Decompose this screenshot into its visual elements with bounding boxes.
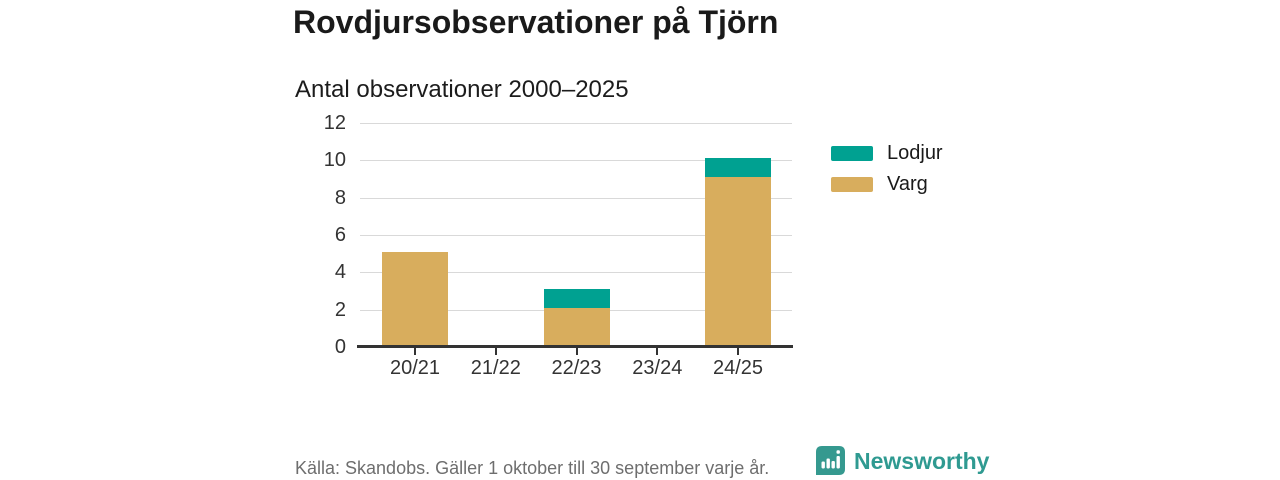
bar-segment-varg-22-23 bbox=[543, 307, 610, 345]
y-axis-tick-label: 0 bbox=[334, 336, 346, 358]
source-note: Källa: Skandobs. Gäller 1 oktober till 3… bbox=[295, 458, 770, 478]
y-axis-tick-label: 2 bbox=[334, 298, 346, 321]
gridline bbox=[360, 197, 792, 199]
legend-label: Varg bbox=[887, 173, 928, 195]
y-axis-tick-label: 6 bbox=[334, 224, 346, 246]
newsworthy-logo-icon bbox=[816, 446, 845, 475]
bar-segment-lodjur-22-23 bbox=[543, 289, 610, 308]
x-axis-tick bbox=[656, 348, 659, 355]
x-axis-tick-label: 21/22 bbox=[470, 357, 521, 379]
x-axis-tick bbox=[494, 348, 497, 355]
gridline bbox=[360, 123, 792, 124]
newsworthy-logo: Newsworthy bbox=[814, 444, 989, 478]
x-axis-tick-label: 20/21 bbox=[389, 357, 441, 379]
x-axis-tick bbox=[737, 348, 739, 355]
x-axis-tick bbox=[575, 348, 578, 355]
bar-segment-lodjur-24-25 bbox=[705, 158, 771, 177]
x-axis-tick-label: 24/25 bbox=[712, 357, 764, 379]
x-axis-line bbox=[357, 345, 793, 348]
bar-segment-varg-24-25 bbox=[705, 177, 771, 345]
bar-segment-varg-20-21 bbox=[382, 251, 448, 345]
legend-swatch-varg bbox=[831, 177, 873, 192]
legend-item-varg: Varg bbox=[831, 173, 943, 195]
x-axis-tick-label: 22/23 bbox=[551, 357, 602, 379]
legend-item-lodjur: Lodjur bbox=[831, 142, 943, 164]
x-axis-tick bbox=[414, 348, 416, 355]
chart-subtitle: Antal observationer 2000–2025 bbox=[295, 76, 629, 103]
legend-swatch-lodjur bbox=[831, 146, 873, 161]
page-title: Rovdjursobservationer på Tjörn bbox=[293, 4, 779, 40]
y-axis-tick-label: 12 bbox=[323, 112, 346, 134]
gridline bbox=[360, 272, 792, 274]
y-axis-tick-label: 8 bbox=[334, 186, 346, 209]
y-axis-tick-label: 4 bbox=[334, 261, 346, 284]
gridline bbox=[360, 235, 792, 236]
newsworthy-wordmark: Newsworthy bbox=[854, 447, 990, 474]
y-axis-tick-label: 10 bbox=[323, 149, 346, 172]
legend-label: Lodjur bbox=[887, 142, 943, 164]
legend: Lodjur Varg bbox=[831, 142, 943, 208]
x-axis-tick-label: 23/24 bbox=[632, 357, 683, 379]
gridline bbox=[360, 160, 792, 162]
